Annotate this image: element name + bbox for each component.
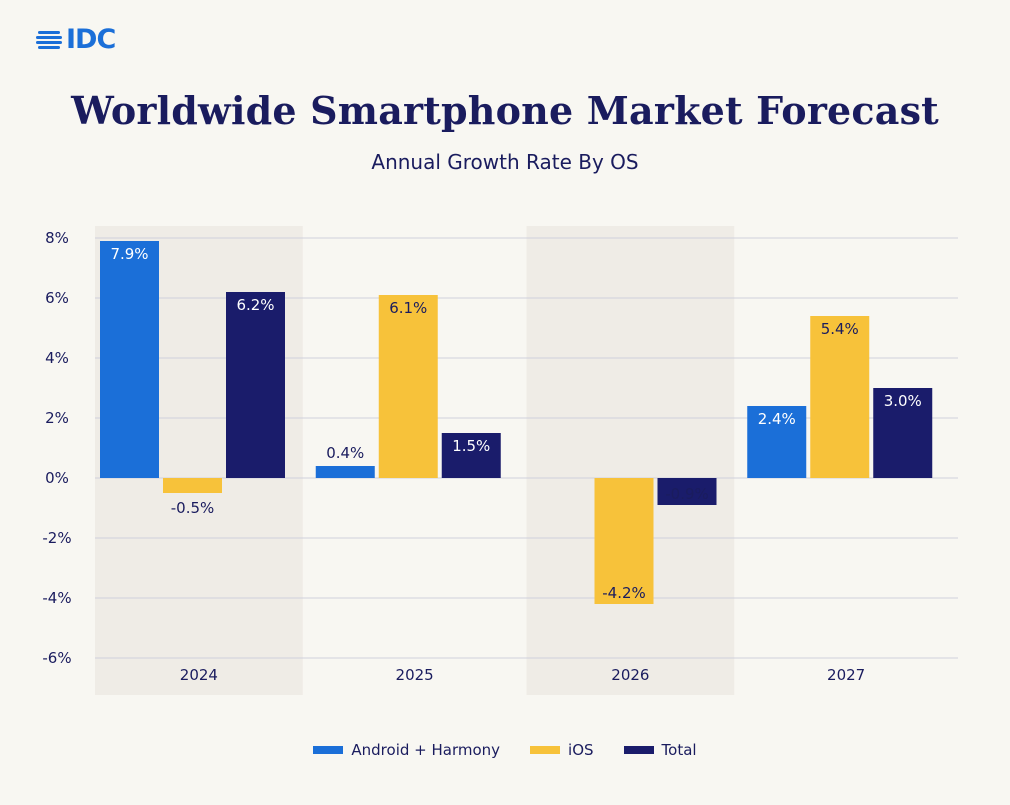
legend-swatch [530, 746, 561, 754]
bar-android-harmony-2025 [315, 466, 375, 478]
x-tick-label: 2024 [180, 666, 218, 684]
x-tick-label: 2025 [396, 666, 434, 684]
shaded-band-2026 [526, 226, 735, 695]
bar-ios-2027 [810, 316, 870, 478]
bar-ios-2024 [163, 478, 222, 493]
bar-ios-2026 [594, 478, 654, 604]
y-tick-label: -2% [42, 529, 71, 547]
y-tick-label: 8% [45, 229, 69, 247]
bar-chart: 8% 6% 4% 2% 0% -2% -4% -6% 7.9% -0.5% 6.2% 2024 0.4%… [42, 226, 958, 695]
logo-text: IDC [66, 24, 116, 55]
bar-ios-2025 [378, 295, 438, 478]
bar-android-harmony-2024 [100, 241, 159, 478]
legend-label: Total [661, 741, 697, 759]
chart-legend: Android + Harmony iOS Total [0, 741, 1010, 759]
legend-swatch [313, 746, 344, 754]
data-label: -0.9% [665, 485, 709, 503]
chart-subtitle: Annual Growth Rate By OS [371, 150, 639, 174]
y-tick-label: -4% [42, 589, 71, 607]
legend-swatch [623, 746, 654, 754]
legend-item: Android + Harmony [313, 741, 500, 759]
idc-logo-icon [36, 30, 62, 49]
bar-total-2026 [657, 478, 717, 505]
y-tick-label: 4% [45, 349, 69, 367]
data-label: 6.2% [236, 296, 274, 314]
legend-label: Android + Harmony [351, 741, 501, 759]
y-tick-label: 0% [45, 469, 69, 487]
y-tick-label: -6% [42, 649, 71, 667]
data-label: 7.9% [110, 245, 148, 263]
bar-android-harmony-2027 [747, 406, 807, 478]
idc-logo: IDC [36, 24, 116, 55]
data-label: -4.2% [602, 584, 646, 602]
y-tick-label: 2% [45, 409, 69, 427]
y-tick-label: 6% [45, 289, 69, 307]
chart-title: Worldwide Smartphone Market Forecast [71, 88, 939, 133]
data-label: 0.4% [326, 444, 364, 462]
bar-total-2027 [873, 388, 933, 478]
legend-item: iOS [530, 741, 594, 759]
data-label: 6.1% [389, 299, 427, 317]
x-tick-label: 2027 [827, 666, 865, 684]
data-label: 3.0% [884, 392, 922, 410]
data-label: 5.4% [821, 320, 859, 338]
data-label: -0.5% [171, 499, 215, 517]
data-label: 2.4% [758, 410, 796, 428]
bar-total-2025 [441, 433, 501, 478]
data-label: 1.5% [452, 437, 490, 455]
legend-label: iOS [568, 741, 594, 759]
bar-total-2024 [226, 292, 285, 478]
legend-item: Total [623, 741, 697, 759]
x-tick-label: 2026 [611, 666, 649, 684]
